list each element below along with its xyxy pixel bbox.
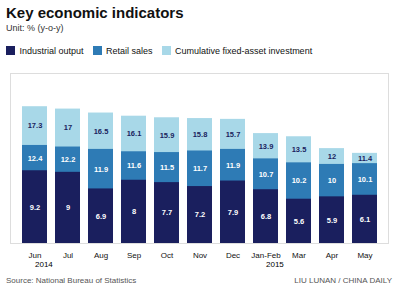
svg-text:17.3: 17.3 [28,121,43,130]
svg-text:15.8: 15.8 [193,130,208,139]
svg-text:15.7: 15.7 [226,130,241,139]
html-text:Source: National Bureau of Sta: Source: National Bureau of Statistics [6,276,137,285]
svg-text:Aug: Aug [94,251,108,260]
svg-text:16.1: 16.1 [127,129,142,138]
svg-text:9.2: 9.2 [30,203,40,212]
svg-text:Jan-Feb: Jan-Feb [251,251,281,260]
html-text:Retail sales: Retail sales [106,45,153,56]
svg-text:2014: 2014 [35,260,53,269]
svg-text:Mar: Mar [292,251,306,260]
svg-text:Dec: Dec [226,251,240,260]
svg-text:13.5: 13.5 [292,145,307,154]
svg-text:15.9: 15.9 [160,131,175,140]
svg-text:10.1: 10.1 [358,175,373,184]
html-text:Key economic indicators: Key economic indicators [6,4,184,21]
svg-text:Nov: Nov [193,251,207,260]
svg-text:13.9: 13.9 [259,142,274,151]
svg-text:7.7: 7.7 [162,208,172,217]
svg-text:Apr: Apr [326,251,339,260]
svg-text:6.1: 6.1 [360,215,370,224]
svg-text:5.6: 5.6 [294,217,304,226]
svg-text:May: May [357,251,372,260]
svg-text:7.9: 7.9 [228,208,238,217]
svg-text:10: 10 [328,176,336,185]
svg-text:11.9: 11.9 [94,165,108,174]
html-text:Cumulative fixed-asset investm: Cumulative fixed-asset investment [175,45,313,56]
svg-text:Jul: Jul [63,251,73,260]
svg-text:11.6: 11.6 [127,161,141,170]
svg-text:2015: 2015 [266,260,284,269]
svg-text:12: 12 [328,152,336,161]
svg-text:9: 9 [66,203,70,212]
svg-text:7.2: 7.2 [195,210,205,219]
svg-text:6.9: 6.9 [96,212,106,221]
svg-text:6.8: 6.8 [261,212,271,221]
svg-text:Jun: Jun [29,251,42,260]
html-text:Unit: % (y-o-y): Unit: % (y-o-y) [6,23,64,33]
html-text:Industrial output: Industrial output [19,45,84,56]
svg-text:16.5: 16.5 [94,127,109,136]
svg-text:8: 8 [132,207,136,216]
svg-text:12.2: 12.2 [61,155,76,164]
svg-text:Oct: Oct [161,251,174,260]
svg-text:11.7: 11.7 [193,164,207,173]
svg-text:Sep: Sep [127,251,142,260]
svg-text:10.7: 10.7 [259,170,274,179]
svg-text:10.2: 10.2 [292,176,307,185]
svg-text:11.4: 11.4 [358,154,373,163]
html-text:LIU LUNAN / CHINA DAILY: LIU LUNAN / CHINA DAILY [294,276,392,285]
svg-text:12.4: 12.4 [28,154,43,163]
svg-text:17: 17 [64,123,72,132]
svg-text:5.9: 5.9 [327,216,337,225]
svg-text:11.9: 11.9 [226,161,240,170]
svg-text:11.5: 11.5 [160,163,174,172]
